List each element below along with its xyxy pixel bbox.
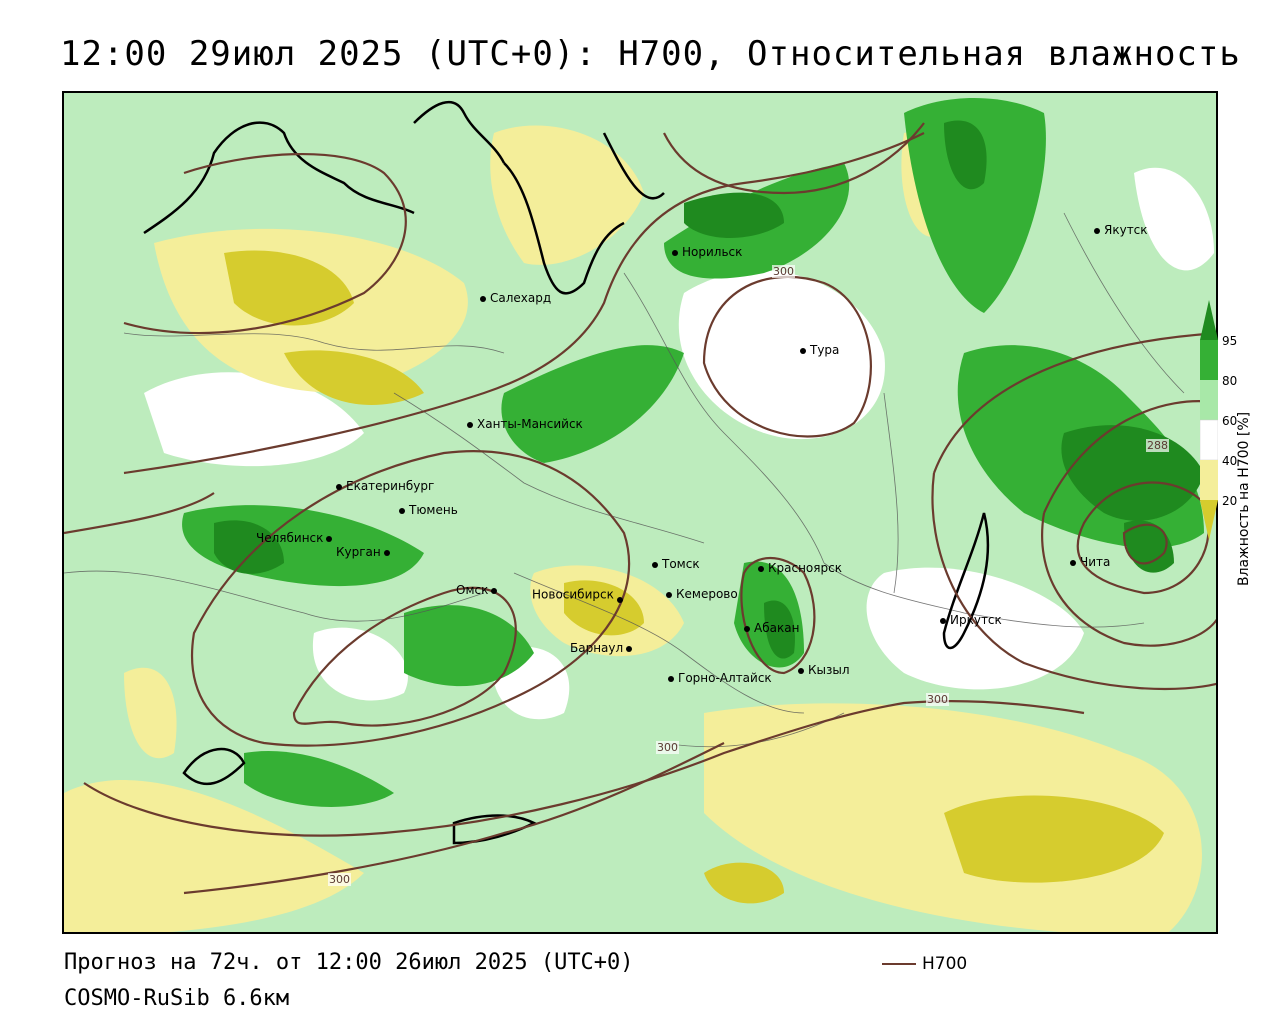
city-dot [399,507,405,514]
city-label: Тюмень [409,503,458,517]
contour-label: 300 [656,741,679,754]
city-marker: Якутск [1094,223,1148,237]
city-dot [491,587,498,594]
city-label: Иркутск [950,613,1002,627]
contour-line-swatch [882,963,916,965]
city-marker: Тюмень [399,503,458,517]
humidity-field [64,93,1216,932]
legend-title: Влажность на H700 [%] [1236,411,1252,586]
city-dot [1070,559,1076,566]
city-marker: Томск [652,557,700,571]
city-dot [744,625,750,632]
city-dot [326,535,333,542]
city-marker: Иркутск [940,613,1002,627]
legend-tick: 40 [1222,454,1238,468]
legend-tick: 80 [1222,374,1238,388]
contour-label: 288 [1146,439,1169,452]
city-marker: Курган [336,545,390,559]
city-dot [467,421,473,428]
city-dot [672,249,678,256]
city-label: Салехард [490,291,552,305]
city-marker: Норильск [672,245,742,259]
contour-key: H700 [882,954,967,974]
city-label: Тура [810,343,840,357]
city-marker: Омск [456,583,498,597]
city-dot [652,561,658,568]
city-marker: Барнаул [570,641,633,655]
city-dot [1094,227,1100,234]
city-marker: Тура [800,343,839,357]
contour-label: 300 [328,873,351,886]
city-marker: Чита [1070,555,1110,569]
city-label: Норильск [682,245,743,259]
map-area: 300 300 300 288 300 Якутск Норильск Сале… [62,91,1218,934]
city-label: Новосибирск [532,587,614,602]
city-label: Абакан [754,621,800,635]
city-label: Барнаул [570,641,624,655]
city-marker: Екатеринбург [336,479,434,493]
city-dot [616,597,623,603]
forecast-info: Прогноз на 72ч. от 12:00 26июл 2025 (UTC… [64,950,634,975]
city-marker: Горно-Алтайск [668,671,772,685]
city-label: Ханты-Мансийск [477,417,583,431]
city-marker: Ханты-Мансийск [467,417,583,431]
city-marker: Красноярск [758,561,842,575]
city-marker: Абакан [744,621,799,635]
city-dot [626,645,633,652]
city-marker: Кызыл [798,663,850,677]
city-label: Екатеринбург [346,479,435,493]
city-label: Якутск [1104,223,1148,237]
city-label: Кызыл [808,663,850,677]
city-label: Омск [456,583,489,597]
city-dot [758,565,764,572]
city-marker: Кемерово [666,587,738,601]
city-dot [668,675,674,682]
city-dot [940,617,946,624]
city-dot [666,591,672,598]
model-name: COSMO-RuSib 6.6км [64,986,290,1011]
legend-tick: 60 [1222,414,1238,428]
city-label: Челябинск [256,531,324,545]
city-label: Чита [1080,555,1111,569]
humidity-colorbar [1200,300,1218,540]
city-dot [480,295,486,302]
city-marker: Челябинск [256,531,333,545]
city-label: Кемерово [676,587,738,601]
city-label: Курган [336,545,381,559]
city-marker: Салехард [480,291,551,305]
city-marker: Новосибирск [532,587,623,603]
city-label: Горно-Алтайск [678,671,772,685]
contour-label: 300 [926,693,949,706]
city-dot [798,667,804,674]
city-dot [336,483,342,490]
legend-tick: 95 [1222,334,1238,348]
contour-key-label: H700 [922,954,968,974]
city-dot [383,549,390,556]
city-dot [800,347,806,354]
map-title: 12:00 29июл 2025 (UTC+0): H700, Относите… [60,34,1241,74]
city-label: Томск [662,557,700,571]
city-label: Красноярск [768,561,842,575]
legend-tick: 20 [1222,494,1238,508]
contour-label: 300 [772,265,795,278]
